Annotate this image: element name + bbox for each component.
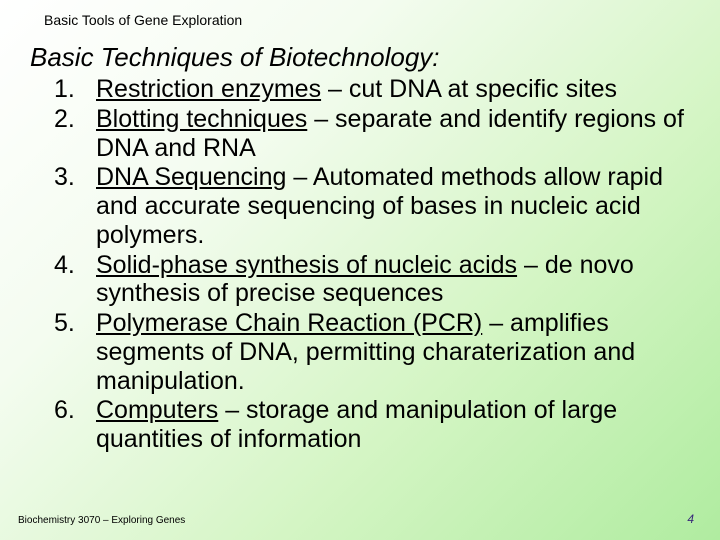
- technique-term: Restriction enzymes: [96, 75, 321, 103]
- technique-term: DNA Sequencing: [96, 163, 286, 191]
- list-item: Solid-phase synthesis of nucleic acids –…: [30, 251, 690, 309]
- footer-text: Biochemistry 3070 – Exploring Genes: [18, 515, 185, 526]
- technique-desc: – cut DNA at specific sites: [321, 75, 617, 103]
- slide-header: Basic Tools of Gene Exploration: [0, 0, 720, 28]
- technique-term: Solid-phase synthesis of nucleic acids: [96, 251, 517, 279]
- technique-term: Polymerase Chain Reaction (PCR): [96, 309, 482, 337]
- technique-term: Blotting techniques: [96, 105, 307, 133]
- list-item: Restriction enzymes – cut DNA at specifi…: [30, 75, 690, 104]
- technique-term: Computers: [96, 396, 218, 424]
- techniques-list: Restriction enzymes – cut DNA at specifi…: [30, 75, 690, 454]
- list-item: Blotting techniques – separate and ident…: [30, 105, 690, 163]
- page-title: Basic Techniques of Biotechnology:: [30, 42, 690, 73]
- list-item: Polymerase Chain Reaction (PCR) – amplif…: [30, 309, 690, 395]
- content-area: Basic Techniques of Biotechnology: Restr…: [0, 28, 720, 454]
- page-number: 4: [687, 512, 694, 526]
- list-item: Computers – storage and manipulation of …: [30, 396, 690, 454]
- list-item: DNA Sequencing – Automated methods allow…: [30, 163, 690, 249]
